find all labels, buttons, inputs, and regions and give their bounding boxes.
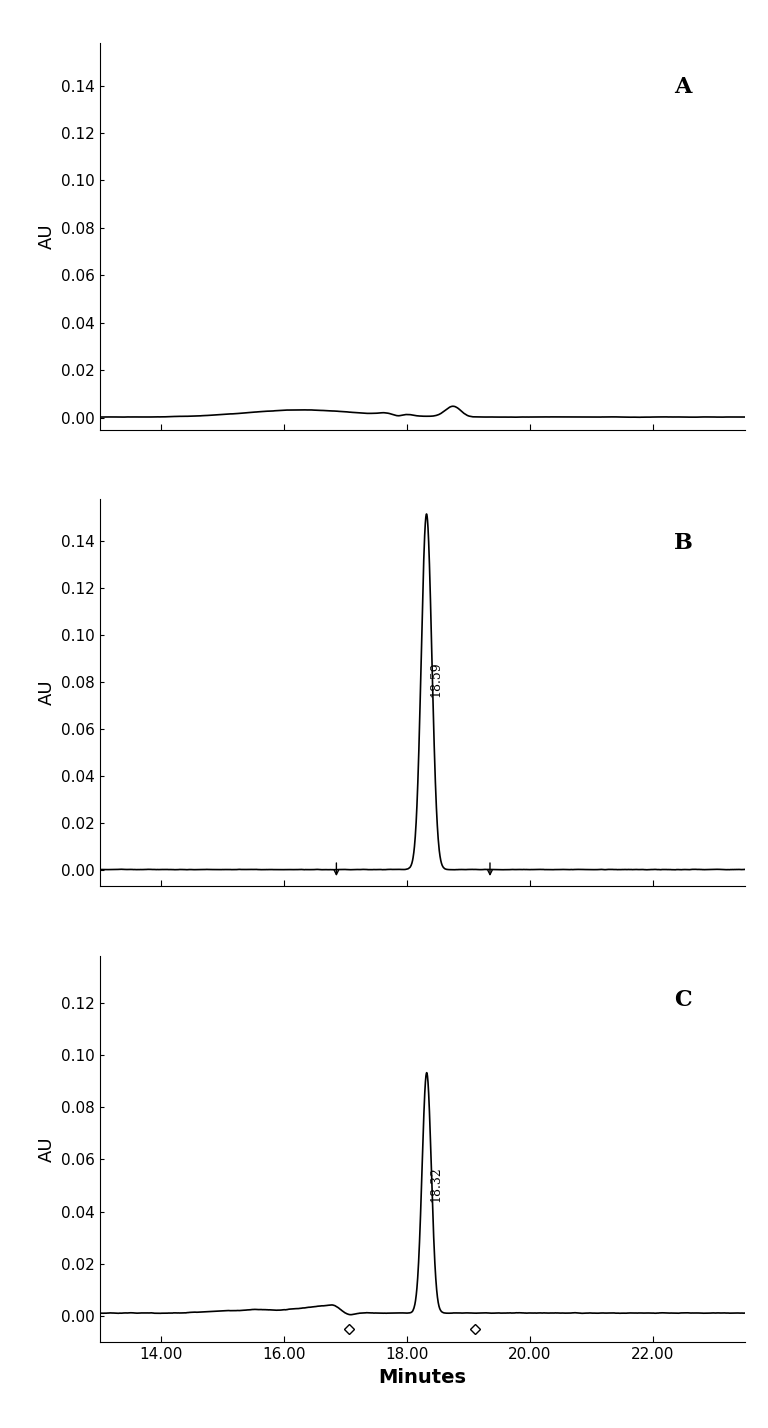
Text: 18.59: 18.59 bbox=[429, 661, 442, 697]
Y-axis label: AU: AU bbox=[38, 680, 55, 705]
Text: 18.32: 18.32 bbox=[429, 1167, 442, 1202]
Y-axis label: AU: AU bbox=[38, 223, 55, 248]
Y-axis label: AU: AU bbox=[38, 1137, 55, 1162]
Text: B: B bbox=[674, 533, 693, 554]
X-axis label: Minutes: Minutes bbox=[379, 1368, 466, 1387]
Text: C: C bbox=[674, 988, 692, 1011]
Text: A: A bbox=[674, 76, 691, 99]
